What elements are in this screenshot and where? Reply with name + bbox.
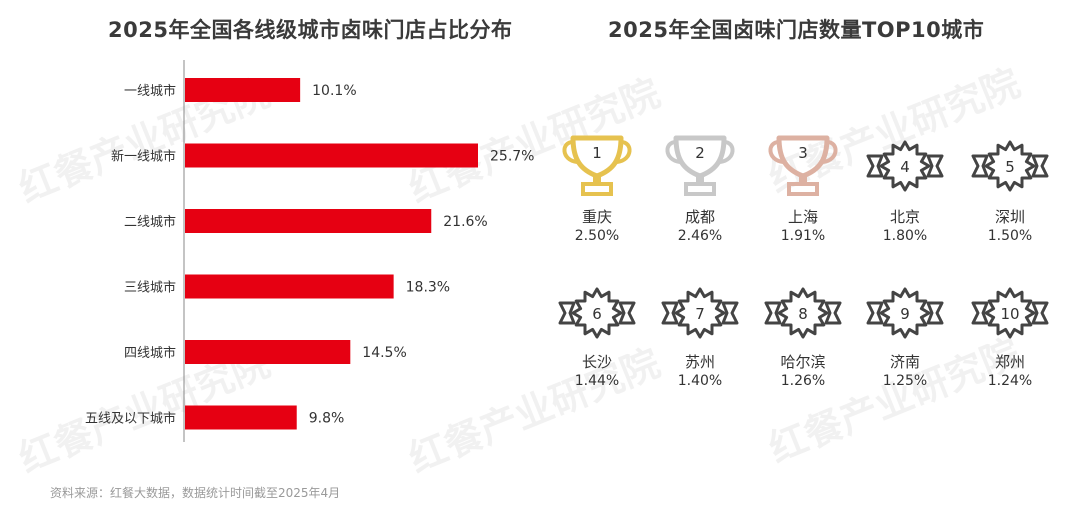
category-label: 三线城市 <box>124 280 176 296</box>
top10-city-8: 8 哈尔滨 1.26% <box>751 283 855 390</box>
city-share: 1.44% <box>574 373 620 389</box>
svg-text:3: 3 <box>798 144 808 162</box>
value-label: 25.7% <box>490 149 534 165</box>
value-label: 14.5% <box>362 345 406 361</box>
badge-icon: 7 <box>648 283 752 345</box>
top10-city-6: 6 长沙 1.44% <box>545 283 649 390</box>
category-label: 二线城市 <box>124 214 176 230</box>
top10-city-4: 4 北京 1.80% <box>853 126 957 245</box>
top10-city-2: 2 成都 2.46% <box>648 126 752 245</box>
badge-icon: 9 <box>853 283 957 345</box>
city-name: 上海 <box>787 208 818 226</box>
city-name: 重庆 <box>581 208 612 226</box>
top10-city-7: 7 苏州 1.40% <box>648 283 752 390</box>
city-name: 郑州 <box>994 353 1025 371</box>
left-chart-title: 2025年全国各线级城市卤味门店占比分布 <box>108 18 513 42</box>
city-name: 苏州 <box>684 353 715 371</box>
city-name: 长沙 <box>581 353 612 371</box>
svg-text:1: 1 <box>592 144 602 162</box>
badge-icon: 10 <box>958 283 1062 345</box>
bar <box>185 405 297 430</box>
city-share: 1.25% <box>882 373 928 389</box>
svg-text:6: 6 <box>592 305 602 323</box>
bronze-trophy-icon: 3 <box>751 126 855 198</box>
svg-text:9: 9 <box>900 305 910 323</box>
category-label: 四线城市 <box>124 345 176 361</box>
svg-text:4: 4 <box>900 158 910 176</box>
city-name: 济南 <box>889 353 920 371</box>
badge-icon: 6 <box>545 283 649 345</box>
value-label: 10.1% <box>312 83 356 99</box>
bar <box>185 274 394 299</box>
top10-city-9: 9 济南 1.25% <box>853 283 957 390</box>
bar <box>185 340 351 364</box>
badge-icon: 8 <box>751 283 855 345</box>
top10-city-10: 10 郑州 1.24% <box>958 283 1062 390</box>
category-label: 新一线城市 <box>111 149 176 165</box>
city-share: 1.40% <box>677 373 723 389</box>
svg-text:2: 2 <box>695 144 705 162</box>
city-share: 1.26% <box>780 373 826 389</box>
badge-icon: 4 <box>853 126 957 198</box>
top10-city-5: 5 深圳 1.50% <box>958 126 1062 245</box>
svg-text:7: 7 <box>695 305 705 323</box>
value-label: 21.6% <box>443 214 487 230</box>
category-label: 一线城市 <box>124 83 176 99</box>
svg-text:8: 8 <box>798 305 808 323</box>
bar <box>185 209 432 233</box>
right-chart-title: 2025年全国卤味门店数量TOP10城市 <box>608 18 985 42</box>
svg-text:10: 10 <box>1000 305 1019 323</box>
city-name: 哈尔滨 <box>780 353 826 371</box>
city-tier-bar-chart: 一线城市 10.1% 新一线城市 25.7% 二线城市 21.6% 三线城市 18.3% 四线城… <box>85 60 534 442</box>
value-label: 9.8% <box>309 411 345 427</box>
gold-trophy-icon: 1 <box>545 126 649 198</box>
city-share: 1.24% <box>987 373 1033 389</box>
source-note: 资料来源：红餐大数据，数据统计时间截至2025年4月 <box>50 486 341 500</box>
badge-icon: 5 <box>958 126 1062 198</box>
city-name: 北京 <box>889 208 920 226</box>
svg-text:5: 5 <box>1005 158 1015 176</box>
bar <box>185 78 301 102</box>
city-share: 1.80% <box>882 228 928 244</box>
silver-trophy-icon: 2 <box>648 126 752 198</box>
city-share: 2.46% <box>677 228 723 244</box>
bar <box>185 143 478 168</box>
top10-city-3: 3 上海 1.91% <box>751 126 855 245</box>
top10-city-1: 1 重庆 2.50% <box>545 126 649 245</box>
city-share: 2.50% <box>574 228 620 244</box>
city-name: 深圳 <box>994 208 1025 226</box>
city-share: 1.91% <box>780 228 826 244</box>
city-name: 成都 <box>684 208 715 226</box>
city-share: 1.50% <box>987 228 1033 244</box>
category-label: 五线及以下城市 <box>85 411 176 427</box>
value-label: 18.3% <box>406 280 450 296</box>
